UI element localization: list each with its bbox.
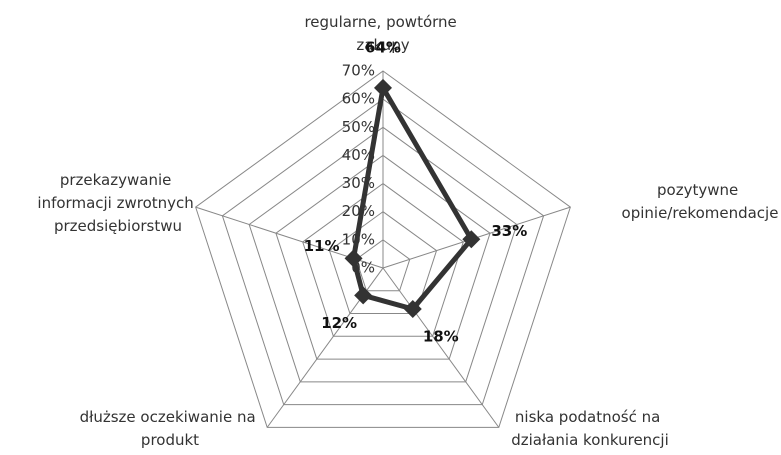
value-label: 64% xyxy=(365,38,401,56)
category-label: przekazywanie informacji zwrotnych przed… xyxy=(37,171,198,235)
r-tick-label: 20% xyxy=(342,202,375,220)
category-label: regularne, powtórne zakupy xyxy=(304,13,461,54)
grid-ring xyxy=(248,126,518,383)
marker xyxy=(354,286,373,305)
value-label: 33% xyxy=(491,222,527,240)
value-label: 18% xyxy=(423,327,459,345)
marker xyxy=(344,249,363,268)
marker xyxy=(462,230,481,249)
series-line xyxy=(351,85,474,312)
category-label: niska podatność na działania konkurencji xyxy=(511,408,669,449)
spoke xyxy=(382,267,500,428)
category-label: pozytywne opinie/rekomendacje xyxy=(622,181,779,222)
grid-ring xyxy=(355,239,411,292)
marker xyxy=(374,78,392,97)
category-label: dłuższe oczekiwanie na produkt xyxy=(80,408,261,449)
r-tick-label: 50% xyxy=(342,118,375,136)
r-tick-label: 60% xyxy=(342,90,375,108)
marker xyxy=(403,299,422,318)
grid-ring xyxy=(195,70,571,428)
value-label: 11% xyxy=(304,237,340,255)
r-tick-label: 70% xyxy=(342,62,375,80)
r-tick-label: 40% xyxy=(342,146,375,164)
value-label: 12% xyxy=(321,314,357,332)
grid-ring xyxy=(275,154,491,360)
grid-ring xyxy=(328,211,438,315)
grid-ring xyxy=(221,98,545,406)
grid-ring xyxy=(302,182,464,337)
